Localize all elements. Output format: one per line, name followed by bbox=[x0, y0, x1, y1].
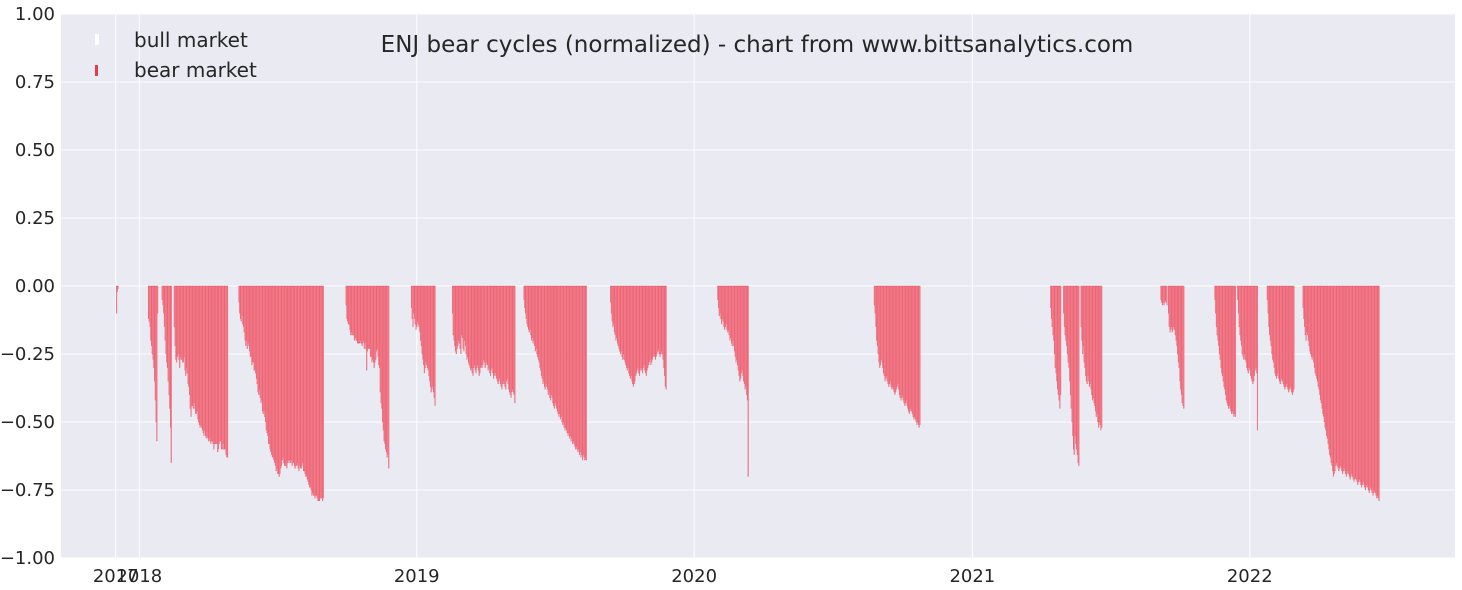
bear-bar bbox=[1293, 285, 1295, 390]
bear-bar bbox=[170, 285, 172, 463]
y-tick-label: −1.00 bbox=[0, 548, 55, 569]
x-tick-label: 2022 bbox=[1227, 566, 1273, 587]
x-tick-label: 2018 bbox=[116, 566, 162, 587]
bear-bar bbox=[1378, 285, 1380, 502]
bear-bar bbox=[227, 285, 229, 458]
bear-bar bbox=[156, 285, 158, 442]
y-tick-label: 0.00 bbox=[15, 276, 55, 297]
bear-bar bbox=[1101, 285, 1103, 428]
bear-bar bbox=[1234, 285, 1236, 417]
y-tick-label: 0.50 bbox=[15, 140, 55, 161]
chart-title: ENJ bear cycles (normalized) - chart fro… bbox=[381, 32, 1134, 58]
x-tick-label: 2017 bbox=[93, 566, 139, 587]
bear-bar bbox=[665, 285, 667, 390]
x-tick-label: 2019 bbox=[394, 566, 440, 587]
y-axis-ticks: 1.00 0.75 0.50 0.25 0.00 −0.25 −0.50 −0.75 −1.00 bbox=[0, 4, 55, 569]
bear-bar bbox=[1078, 285, 1080, 466]
bear-bar bbox=[1060, 285, 1062, 395]
legend-label-bear-market: bear market bbox=[134, 58, 257, 82]
y-tick-label: −0.75 bbox=[0, 480, 55, 501]
y-tick-label: 1.00 bbox=[15, 4, 55, 25]
y-tick-label: 0.75 bbox=[15, 72, 55, 93]
legend-label-bull-market: bull market bbox=[134, 28, 248, 52]
y-tick-label: 0.25 bbox=[15, 208, 55, 229]
bear-bar bbox=[747, 285, 749, 477]
bear-bar bbox=[1256, 285, 1258, 431]
bear-bar bbox=[388, 285, 390, 469]
legend: bull market bear market bbox=[95, 28, 257, 82]
bear-bar bbox=[117, 285, 119, 289]
bear-bar bbox=[1183, 285, 1185, 409]
y-tick-label: −0.50 bbox=[0, 412, 55, 433]
x-tick-label: 2021 bbox=[949, 566, 995, 587]
bear-bar bbox=[919, 285, 921, 425]
bear-bar bbox=[116, 285, 118, 314]
legend-swatch-bear-market bbox=[95, 65, 98, 76]
bear-bar bbox=[585, 285, 587, 461]
bear-bar bbox=[1166, 285, 1168, 306]
legend-swatch-bull-market bbox=[95, 34, 99, 45]
x-tick-label: 2020 bbox=[671, 566, 717, 587]
bear-bar bbox=[434, 285, 436, 406]
bear-bar bbox=[514, 285, 516, 404]
y-tick-label: −0.25 bbox=[0, 344, 55, 365]
bear-bar bbox=[322, 285, 324, 499]
bear-bar bbox=[157, 285, 159, 314]
bear-market-bars bbox=[116, 285, 1380, 502]
